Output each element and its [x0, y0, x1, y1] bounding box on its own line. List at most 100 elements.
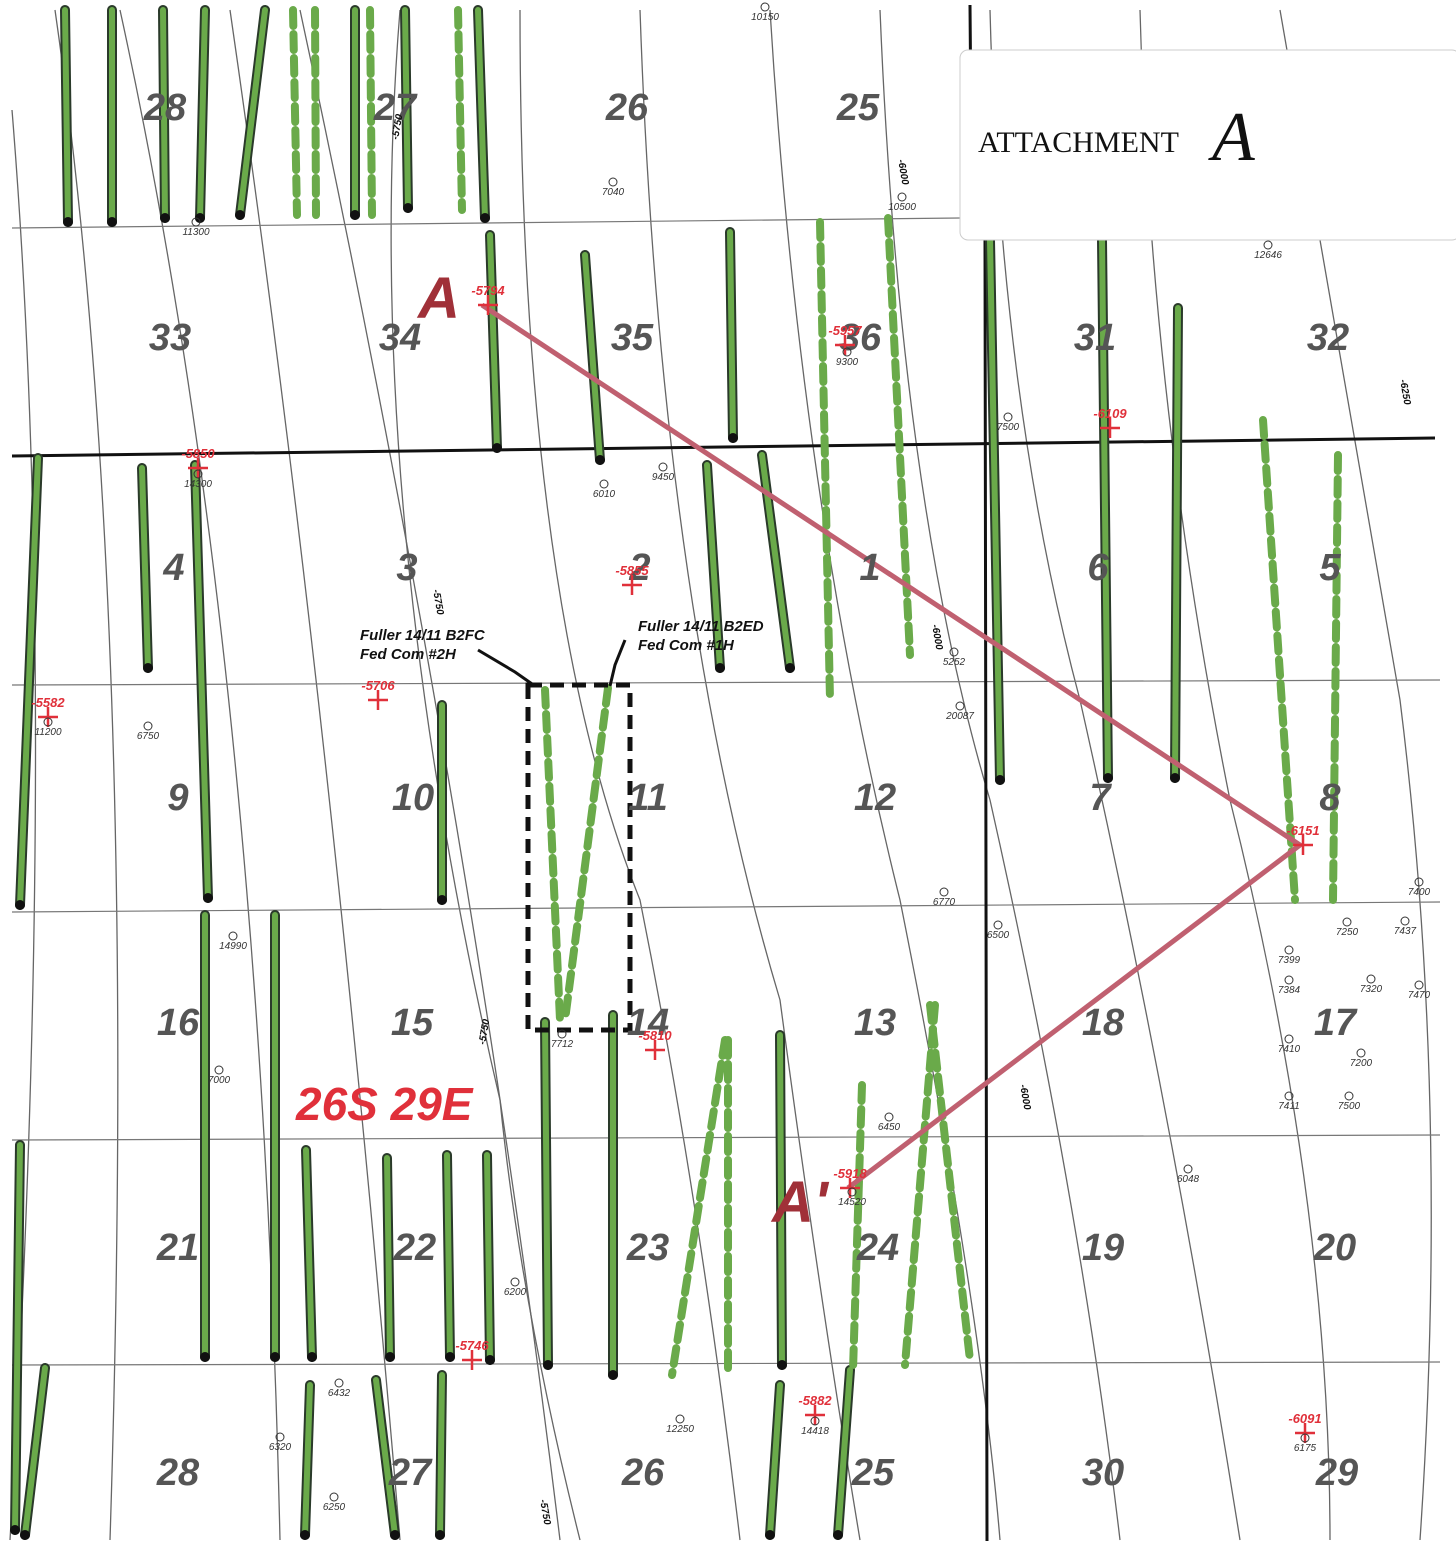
depth-label: 9450	[652, 472, 675, 483]
cross-section-start: A	[416, 266, 460, 331]
depth-label: 6432	[328, 1388, 351, 1399]
formation-top: -6109	[1093, 406, 1127, 421]
well-spot	[1356, 1048, 1366, 1058]
well-spot	[1284, 975, 1294, 985]
well-end	[543, 1360, 553, 1370]
well-end	[385, 1352, 395, 1362]
contour-label: -5750	[537, 1499, 552, 1527]
depth-label: 7500	[1338, 1101, 1361, 1112]
well-end	[403, 203, 413, 213]
well-end	[595, 455, 605, 465]
well-symbol	[188, 458, 208, 478]
well-end	[492, 443, 502, 453]
well-spot	[228, 931, 238, 941]
section-number: 18	[1082, 1002, 1125, 1044]
well-end	[765, 1530, 775, 1540]
section-number: 8	[1319, 777, 1341, 819]
well-symbol	[368, 690, 388, 710]
section-number: 17	[1314, 1002, 1358, 1044]
well-spot	[608, 177, 618, 187]
lateral	[139, 465, 151, 671]
attachment-mark: A	[1208, 99, 1255, 176]
well-spot	[949, 647, 959, 657]
formation-top: -5957	[828, 323, 862, 338]
well-end	[785, 663, 795, 673]
depth-label: 7437	[1394, 926, 1417, 937]
well-spot	[1342, 917, 1352, 927]
well-spot	[1366, 974, 1376, 984]
well-name: Fuller 14/11 B2ED	[638, 618, 764, 635]
depth-label: 14418	[801, 1426, 829, 1437]
planned-lateral	[366, 6, 376, 219]
lateral	[1099, 237, 1111, 781]
lateral	[373, 1377, 398, 1538]
section-number: 25	[836, 87, 880, 129]
planned-lateral	[1259, 416, 1299, 904]
well-symbol	[1293, 835, 1313, 855]
depth-label: 7000	[208, 1075, 231, 1086]
well-spot	[191, 217, 201, 227]
well-end	[608, 1370, 618, 1380]
lateral	[12, 1142, 23, 1533]
well-spot	[1400, 916, 1410, 926]
depth-label: 6048	[1177, 1174, 1200, 1185]
depth-label: 6500	[987, 930, 1010, 941]
well-end	[270, 1352, 280, 1362]
lateral	[484, 1152, 493, 1363]
depth-label: 12646	[1254, 250, 1282, 261]
well-end	[143, 663, 153, 673]
well-end	[728, 433, 738, 443]
contour-label: -6000	[929, 624, 944, 652]
contour-label: -6000	[895, 159, 910, 187]
depth-label: 12250	[666, 1424, 694, 1435]
depth-label: 7410	[1278, 1044, 1301, 1055]
section-number: 23	[626, 1227, 669, 1269]
well-end	[390, 1530, 400, 1540]
section-number: 26	[605, 87, 649, 129]
well-spot	[939, 887, 949, 897]
depth-label: 7384	[1278, 985, 1301, 996]
well-detail: Fed Com #1H	[638, 637, 735, 654]
well-end	[777, 1360, 787, 1370]
well-spot	[275, 1432, 285, 1442]
cross-section-end: A'	[770, 1170, 830, 1235]
well-end	[435, 1530, 445, 1540]
lateral	[22, 1365, 48, 1538]
depth-label: 5252	[943, 657, 966, 668]
well-spot	[897, 192, 907, 202]
section-number: 35	[611, 317, 654, 359]
contour-label: -5750	[390, 113, 405, 141]
depth-label: 14520	[838, 1197, 866, 1208]
section-number: 6	[1087, 547, 1109, 589]
well-end	[235, 210, 245, 220]
section-number: 2	[628, 547, 650, 589]
planned-lateral	[901, 1001, 939, 1369]
lateral	[1172, 305, 1181, 781]
section-number: 14	[627, 1002, 669, 1044]
lateral	[987, 237, 1003, 783]
lateral	[197, 7, 208, 221]
lateral	[302, 1382, 313, 1538]
well-name: Fuller 14/11 B2FC	[360, 627, 486, 644]
section-number: 26	[621, 1452, 665, 1494]
depth-label: 6320	[269, 1442, 292, 1453]
well-spot	[1300, 1433, 1310, 1443]
formation-top: -5582	[31, 695, 65, 710]
well-symbol	[805, 1405, 825, 1425]
section-number: 1	[859, 547, 880, 589]
well-end	[1170, 773, 1180, 783]
depth-label: 6200	[504, 1287, 527, 1298]
lateral	[777, 1032, 785, 1368]
lateral	[767, 1382, 783, 1538]
section-number: 5	[1319, 547, 1341, 589]
lateral	[542, 1019, 551, 1368]
well-end	[107, 217, 117, 227]
well-end	[307, 1352, 317, 1362]
well-spot	[1284, 1034, 1294, 1044]
planned-lateral	[541, 686, 564, 1024]
well-spot	[143, 721, 153, 731]
depth-label: 6175	[1294, 1443, 1317, 1454]
attachment-title: ATTACHMENT	[978, 126, 1179, 159]
well-spot	[557, 1029, 567, 1039]
